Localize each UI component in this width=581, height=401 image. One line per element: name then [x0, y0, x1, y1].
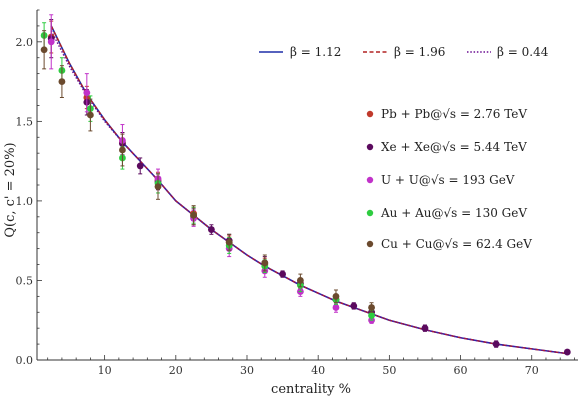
data-point	[40, 46, 48, 54]
data-point	[261, 259, 269, 267]
x-tick-label: 20	[169, 364, 183, 377]
data-point	[350, 302, 358, 310]
x-tick-label: 70	[525, 364, 539, 377]
data-point	[86, 111, 94, 119]
data-point	[563, 348, 571, 356]
data-point	[190, 211, 198, 219]
legend-label-xe-xe: Xe + Xe@√s = 5.44 TeV	[381, 140, 527, 154]
legend-marker-xe-xe	[366, 143, 374, 151]
x-tick-label: 30	[240, 364, 254, 377]
series-pb-pb-s-2-76-tev	[47, 20, 375, 318]
data-points	[40, 14, 571, 356]
y-tick-label: 2.0	[16, 36, 34, 49]
y-axis-title: Q(c, c' = 20%)	[3, 142, 18, 237]
series-u-u-s-193-gev	[47, 14, 375, 324]
data-point	[279, 270, 286, 278]
data-point	[368, 304, 375, 311]
y-tick-label: 0.5	[16, 274, 34, 287]
legend-label-beta-0-44: β = 0.44	[497, 45, 549, 59]
legend-label-cu-cu: Cu + Cu@√s = 62.4 GeV	[381, 237, 532, 251]
series-cu-cu-s-62-4-gev	[40, 30, 375, 313]
data-point	[119, 146, 126, 154]
x-tick-label: 60	[454, 364, 468, 377]
line-1-12	[50, 25, 568, 355]
legend-label-pb-pb: Pb + Pb@√s = 2.76 TeV	[381, 107, 527, 121]
axes: 10 20 30 40 50 60 70 0.0 0.5 1.0 1.5 2.0	[16, 9, 578, 377]
data-point	[136, 162, 144, 170]
data-point	[208, 226, 215, 233]
x-tick-label: 40	[311, 364, 325, 377]
legend-label-au-au: Au + Au@√s = 130 GeV	[380, 206, 527, 220]
y-tick-label: 1.0	[16, 195, 34, 208]
data-point	[83, 89, 91, 97]
legend-marker-cu-cu	[366, 240, 374, 248]
x-tick-label: 10	[98, 364, 112, 377]
series-au-au-s-130-gev	[40, 22, 375, 321]
legend-marker-au-au	[366, 209, 374, 217]
data-point	[332, 304, 340, 311]
data-point	[492, 340, 500, 348]
series-xe-xe-s-5-44-tev	[47, 19, 571, 356]
legend-label-beta-1-96: β = 1.96	[394, 45, 445, 59]
y-tick-label: 1.5	[16, 115, 34, 128]
y-tick-label: 0.0	[16, 354, 34, 367]
point-legend: Pb + Pb@√s = 2.76 TeV Xe + Xe@√s = 5.44 …	[366, 107, 532, 251]
data-point	[368, 312, 375, 319]
data-point	[47, 38, 55, 46]
data-point	[332, 292, 340, 300]
data-point	[58, 78, 66, 85]
data-point	[296, 277, 304, 284]
legend-marker-pb-pb	[366, 110, 374, 118]
line-0-44	[50, 30, 568, 355]
legend-label-beta-1-12: β = 1.12	[290, 45, 341, 59]
data-point	[421, 324, 429, 332]
line-legend: β = 1.12 β = 1.96 β = 0.44	[259, 45, 549, 59]
x-axis-title: centrality %	[271, 382, 351, 397]
line-1-96	[50, 25, 568, 355]
data-point	[154, 183, 162, 190]
x-tick-label: 50	[382, 364, 396, 377]
data-point	[225, 238, 233, 246]
model-lines	[50, 25, 568, 355]
legend-label-u-u: U + U@√s = 193 GeV	[381, 173, 515, 187]
legend-marker-u-u	[366, 176, 374, 184]
